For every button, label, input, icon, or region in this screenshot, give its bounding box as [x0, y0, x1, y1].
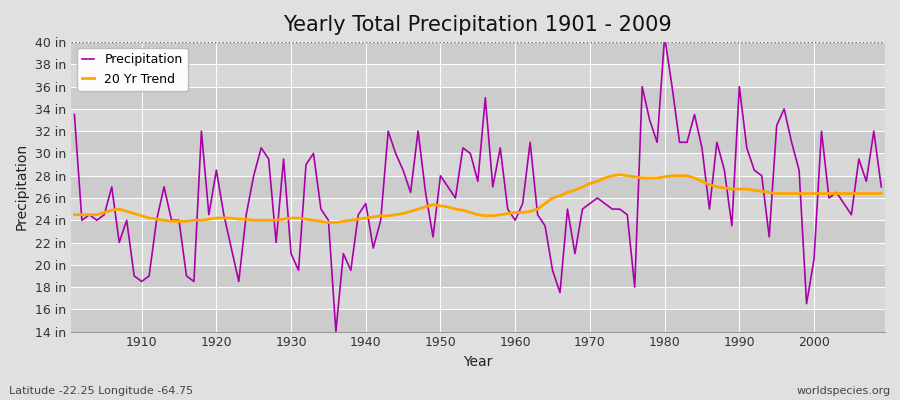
Bar: [71, 220, 885, 242]
20 Yr Trend: [615, 172, 626, 177]
Bar: [71, 242, 885, 265]
Bar: [71, 109, 885, 131]
20 Yr Trend: [518, 210, 528, 215]
Precipitation: [293, 268, 304, 273]
Line: 20 Yr Trend: 20 Yr Trend: [75, 175, 881, 222]
20 Yr Trend: [876, 191, 886, 196]
20 Yr Trend: [323, 220, 334, 225]
Bar: [71, 64, 885, 87]
Line: Precipitation: Precipitation: [75, 36, 881, 332]
Bar: [71, 176, 885, 198]
20 Yr Trend: [69, 212, 80, 217]
Precipitation: [346, 268, 356, 273]
Bar: [71, 87, 885, 109]
Bar: [71, 287, 885, 309]
Precipitation: [518, 201, 528, 206]
20 Yr Trend: [129, 211, 140, 216]
Text: Latitude -22.25 Longitude -64.75: Latitude -22.25 Longitude -64.75: [9, 386, 194, 396]
Precipitation: [69, 112, 80, 117]
Precipitation: [876, 184, 886, 189]
20 Yr Trend: [607, 173, 617, 178]
Title: Yearly Total Precipitation 1901 - 2009: Yearly Total Precipitation 1901 - 2009: [284, 15, 672, 35]
Bar: [71, 154, 885, 176]
Bar: [71, 131, 885, 154]
Precipitation: [509, 218, 520, 223]
20 Yr Trend: [293, 216, 304, 220]
Legend: Precipitation, 20 Yr Trend: Precipitation, 20 Yr Trend: [76, 48, 188, 91]
20 Yr Trend: [346, 218, 356, 223]
Text: worldspecies.org: worldspecies.org: [796, 386, 891, 396]
Bar: [71, 198, 885, 220]
X-axis label: Year: Year: [464, 355, 492, 369]
20 Yr Trend: [509, 210, 520, 215]
Precipitation: [129, 274, 140, 278]
Bar: [71, 309, 885, 332]
Precipitation: [330, 329, 341, 334]
Precipitation: [607, 207, 617, 212]
Bar: [71, 42, 885, 64]
Precipitation: [659, 34, 670, 39]
Y-axis label: Precipitation: Precipitation: [15, 143, 29, 230]
Bar: [71, 265, 885, 287]
